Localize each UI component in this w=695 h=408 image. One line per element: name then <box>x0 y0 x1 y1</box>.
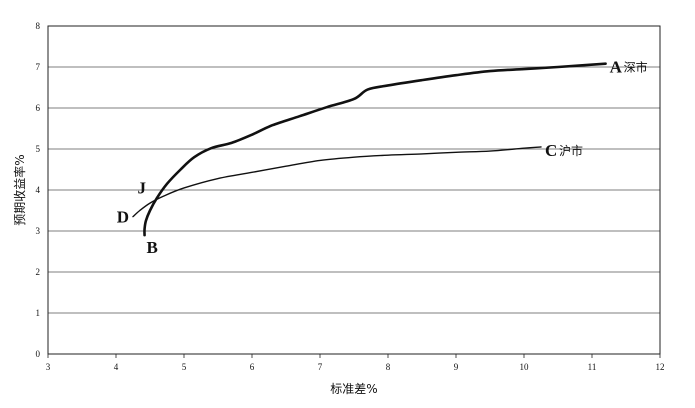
y-tick-label-2: 2 <box>36 267 41 277</box>
series-line-0 <box>143 62 607 237</box>
y-tick-label-4: 4 <box>36 185 41 195</box>
series-line-1 <box>132 146 542 218</box>
x-tick-label-11: 11 <box>588 362 597 372</box>
x-axis-title: 标准差% <box>330 382 377 396</box>
y-tick-label-6: 6 <box>36 103 41 113</box>
x-tick-label-7: 7 <box>318 362 323 372</box>
series-end-label-0: A <box>610 58 623 77</box>
annotation-label-j: J <box>138 178 147 197</box>
x-tick-label-9: 9 <box>454 362 459 372</box>
y-tick-label-8: 8 <box>36 21 41 31</box>
x-tick-label-4: 4 <box>114 362 119 372</box>
x-tick-label-12: 12 <box>656 362 665 372</box>
y-axis-title: 预期收益率% <box>12 154 27 225</box>
series-name-0: 深市 <box>624 60 648 75</box>
annotation-label-b: B <box>147 238 158 257</box>
series-name-1: 沪市 <box>559 143 583 158</box>
y-tick-label-7: 7 <box>36 62 41 72</box>
y-tick-label-3: 3 <box>36 226 41 236</box>
annotation-label-d: D <box>117 208 129 227</box>
series-end-label-1: C <box>545 141 557 160</box>
x-tick-label-10: 10 <box>520 362 530 372</box>
y-tick-label-1: 1 <box>36 308 41 318</box>
plot-frame <box>47 25 661 355</box>
x-tick-label-5: 5 <box>182 362 187 372</box>
x-tick-label-3: 3 <box>46 362 51 372</box>
x-tick-label-8: 8 <box>386 362 391 372</box>
x-tick-label-6: 6 <box>250 362 255 372</box>
y-tick-label-5: 5 <box>36 144 41 154</box>
y-tick-label-0: 0 <box>36 349 41 359</box>
